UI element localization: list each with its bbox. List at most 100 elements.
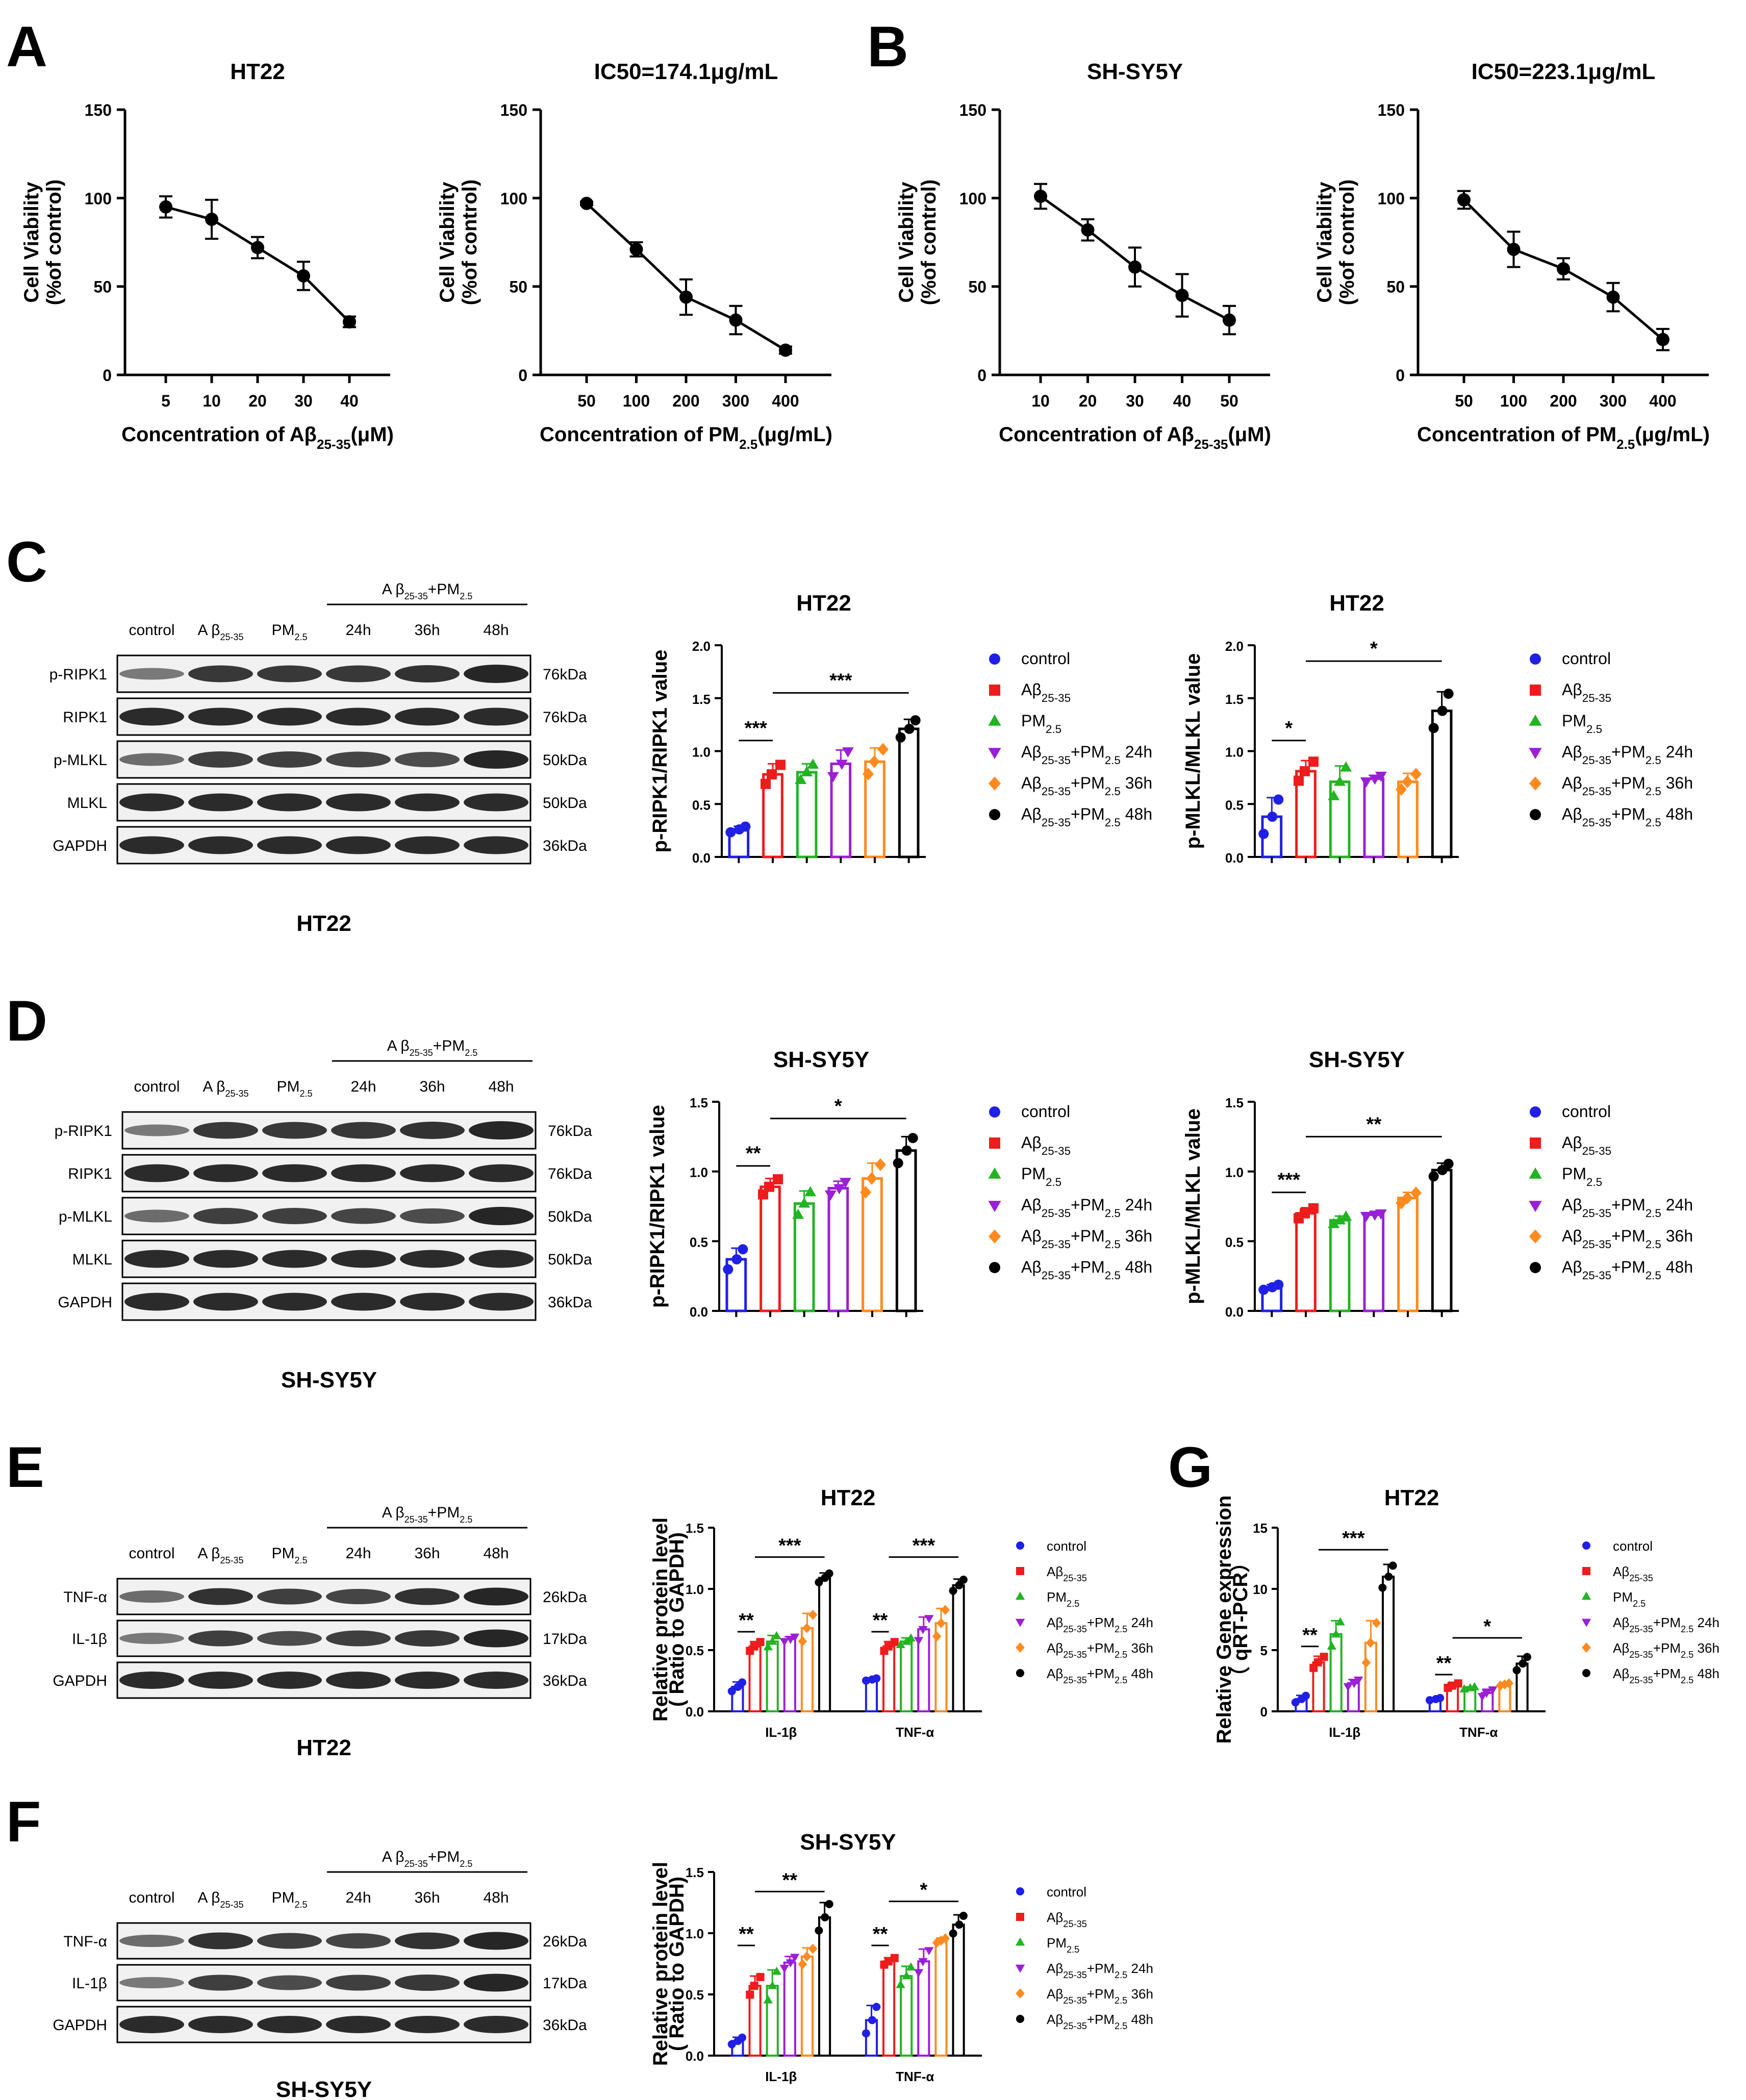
- legend-label: control: [1021, 649, 1070, 668]
- legend-label: control: [1562, 649, 1611, 668]
- molecular-weight: 26kDa: [543, 1589, 587, 1606]
- legend-marker: [989, 1137, 1000, 1149]
- y-axis-label: p-MLKL/MLKL value: [1182, 1108, 1204, 1304]
- blot-band: [326, 793, 391, 812]
- data-point: [679, 290, 693, 304]
- replicate-point: [1258, 1284, 1269, 1295]
- replicate-point: [842, 747, 854, 758]
- replicate-point: [1470, 1682, 1479, 1690]
- replicate-point: [738, 2033, 747, 2042]
- replicate-point: [1340, 761, 1352, 772]
- data-point: [1128, 260, 1142, 274]
- bracket-label: A β25-35+PM2.5: [382, 1849, 473, 1869]
- blot-row: MLKL 50kDa: [72, 1239, 592, 1278]
- replicate-point: [740, 821, 751, 832]
- blot-band: [395, 665, 460, 682]
- bar: [895, 1149, 917, 1312]
- legend-label: Aβ25-35: [1613, 1564, 1653, 1583]
- legend-marker: [1015, 1964, 1025, 1973]
- line-chart-A2: 0 50 100 150 50 100 200 300 400 IC50=174.1μg/mL Ce…: [436, 59, 832, 452]
- x-tick-label: 20: [248, 392, 267, 410]
- lane-label: A β25-35: [203, 1078, 249, 1099]
- legend-label: PM2.5: [1562, 712, 1602, 736]
- replicate-point: [792, 1208, 804, 1219]
- blot-band: [326, 1630, 391, 1647]
- lane-label: 48h: [488, 1078, 514, 1095]
- legend-label: Aβ25-35: [1562, 680, 1611, 704]
- replicate-point: [872, 2003, 881, 2011]
- blot-band: [262, 1122, 327, 1139]
- blot-band: [464, 1932, 528, 1950]
- legend: control Aβ25-35 PM2.5 Aβ25-35+PM2.5 24h Aβ25…: [988, 649, 1152, 829]
- bar: [748, 1645, 762, 1713]
- row-label: TNF-α: [63, 1589, 107, 1606]
- replicate-point: [906, 1633, 916, 1642]
- x-tick-label: 20: [1079, 392, 1097, 410]
- blot-band: [257, 1933, 322, 1949]
- replicate-point: [902, 1971, 912, 1980]
- replicate-point: [868, 2016, 876, 2025]
- replicate-point: [1388, 1561, 1397, 1570]
- blot-band: [119, 1977, 184, 1989]
- legend-marker: [1015, 1937, 1025, 1946]
- significance-label: ***: [744, 718, 767, 739]
- blot-band: [188, 1975, 253, 1991]
- replicate-point: [1328, 1218, 1340, 1228]
- y-tick-label: 50: [93, 278, 112, 296]
- data-point: [343, 315, 356, 328]
- row-label: p-RIPK1: [55, 1123, 112, 1140]
- bar: [800, 1955, 814, 2057]
- blot-band: [124, 1164, 189, 1182]
- data-point: [629, 242, 643, 256]
- bar: [952, 1924, 965, 2057]
- replicate-point: [1302, 1691, 1310, 1700]
- replicate-point: [959, 1911, 968, 1920]
- x-tick-label: 300: [1600, 392, 1627, 410]
- blot-band: [119, 753, 184, 766]
- blot-band: [395, 1974, 460, 1991]
- bar: [1381, 1576, 1395, 1712]
- bracket-label: A β25-35+PM2.5: [382, 581, 473, 601]
- y-tick-label: 1.5: [686, 1865, 704, 1880]
- x-tick-label: 100: [623, 392, 650, 410]
- replicate-point: [786, 1959, 795, 1968]
- x-tick-label: 200: [672, 392, 699, 410]
- data-point: [729, 313, 743, 327]
- panel-label: E: [6, 1435, 44, 1499]
- bar: [917, 1960, 930, 2057]
- bar: [1329, 1219, 1351, 1312]
- legend-marker: [1016, 1913, 1024, 1921]
- molecular-weight: 50kDa: [543, 752, 587, 769]
- blot-row: IL-1β 17kDa: [72, 1964, 587, 2002]
- legend-marker: [1581, 1618, 1591, 1627]
- legend-marker: [1581, 1591, 1591, 1600]
- blot-band: [124, 1293, 189, 1311]
- y-tick-label: 150: [959, 101, 986, 119]
- replicate-point: [746, 1990, 754, 1999]
- row-label: RIPK1: [63, 709, 107, 726]
- legend-marker: [1016, 1988, 1025, 1998]
- bar: [783, 1961, 796, 2057]
- legend-marker: [1529, 1167, 1542, 1179]
- lane-label: A β25-35: [198, 1545, 244, 1565]
- replicate-point: [767, 769, 777, 780]
- replicate-point: [1349, 1680, 1359, 1688]
- replicate-point: [767, 1636, 777, 1645]
- replicate-point: [1273, 1279, 1284, 1290]
- legend-marker: [1530, 809, 1541, 820]
- data-point: [1081, 223, 1095, 237]
- row-label: GAPDH: [58, 1294, 112, 1311]
- replicate-point: [955, 1581, 964, 1589]
- legend-label: Aβ25-35: [1021, 680, 1071, 704]
- x-tick-label: 40: [1173, 392, 1192, 410]
- replicate-point: [1437, 1165, 1448, 1175]
- legend-marker: [1529, 714, 1542, 726]
- blot-caption: SH-SY5Y: [281, 1368, 377, 1393]
- blot-row: p-RIPK1 76kDa: [55, 1111, 592, 1150]
- legend-label: PM2.5: [1562, 1165, 1602, 1188]
- replicate-point: [906, 1962, 916, 1971]
- y-tick-label: 100: [1378, 189, 1405, 208]
- blot-band: [469, 1293, 534, 1311]
- replicate-point: [1512, 1666, 1521, 1675]
